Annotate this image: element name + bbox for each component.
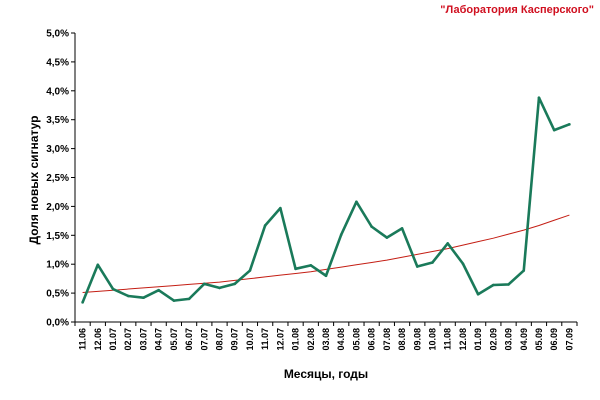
x-tick-label: 06.08 xyxy=(367,328,377,351)
data-point xyxy=(263,224,267,227)
data-point xyxy=(339,233,343,237)
x-tick-label: 02.08 xyxy=(306,328,316,351)
data-point xyxy=(400,227,404,230)
x-tick-label: 04.09 xyxy=(519,328,529,351)
y-axis-title: Доля новых сигнатур xyxy=(27,116,41,245)
brand-caption: "Лаборатория Касперского" xyxy=(440,4,594,16)
y-tick-label: 4,5% xyxy=(46,57,69,68)
data-point xyxy=(218,286,221,290)
y-tick-label: 3,5% xyxy=(46,115,69,126)
x-tick-label: 07.07 xyxy=(199,328,209,351)
x-tick-label: 01.09 xyxy=(473,328,483,351)
series-layer xyxy=(81,96,571,304)
x-tick-label: 08.08 xyxy=(397,328,407,351)
data-point xyxy=(385,236,389,239)
x-tick-label: 05.08 xyxy=(351,328,361,351)
data-point xyxy=(415,265,419,268)
y-tick-label: 2,5% xyxy=(46,173,69,184)
y-tick-label: 5,0% xyxy=(46,29,69,40)
data-point xyxy=(96,263,100,267)
x-tick-label: 12.08 xyxy=(458,328,468,351)
data-point xyxy=(142,296,145,300)
data-point xyxy=(248,269,252,272)
x-tick-label: 03.07 xyxy=(138,328,148,351)
data-point xyxy=(446,242,449,245)
x-tick-label: 09.07 xyxy=(230,328,240,351)
data-point xyxy=(461,262,465,265)
y-tick-label: 4,0% xyxy=(46,86,69,97)
data-point xyxy=(187,297,191,301)
x-tick-label: 06.09 xyxy=(549,328,559,351)
data-point xyxy=(355,200,358,204)
x-tick-label: 02.09 xyxy=(488,328,498,351)
x-tick-label: 08.07 xyxy=(215,328,225,351)
data-point xyxy=(126,294,130,298)
data-point xyxy=(279,206,282,210)
x-tick-label: 03.09 xyxy=(504,328,514,351)
data-point xyxy=(81,301,84,304)
y-tick-label: 1,0% xyxy=(46,260,69,271)
x-tick-label: 01.08 xyxy=(291,328,301,351)
trend-line xyxy=(82,214,570,294)
x-tick-label: 09.08 xyxy=(412,328,422,351)
x-tick-label: 11.07 xyxy=(260,328,270,350)
y-tick-label: 0,5% xyxy=(46,289,69,300)
x-axis-title: Месяцы, годы xyxy=(284,367,368,381)
y-tick-label: 2,0% xyxy=(46,202,69,213)
x-tick-label: 07.09 xyxy=(564,328,574,351)
data-point xyxy=(370,225,373,228)
x-tick-label: 06.07 xyxy=(184,328,194,351)
data-point xyxy=(111,287,115,291)
y-axis-ticks: 0,0% 0,5% 1,0% 1,5% 2,0% 2,5% 3,0% 3,5% 4,0% 4,5%… xyxy=(46,29,75,329)
x-tick-label: 03.08 xyxy=(321,328,331,351)
x-tick-label: 10.08 xyxy=(427,328,437,351)
data-point xyxy=(507,283,510,286)
x-tick-label: 05.07 xyxy=(169,328,179,351)
data-point xyxy=(476,292,480,296)
x-tick-label: 11.08 xyxy=(443,328,453,350)
data-point xyxy=(537,96,541,100)
data-point xyxy=(522,269,526,272)
data-point xyxy=(309,264,313,267)
x-tick-label: 11.06 xyxy=(78,328,88,350)
x-tick-label: 12.07 xyxy=(275,328,285,351)
x-tick-label: 02.07 xyxy=(123,328,133,351)
data-point xyxy=(552,128,556,132)
data-point xyxy=(431,261,434,264)
x-tick-label: 05.09 xyxy=(534,328,544,351)
x-tick-label: 12.06 xyxy=(93,328,103,351)
y-tick-label: 0,0% xyxy=(46,318,69,329)
x-tick-label: 04.08 xyxy=(336,328,346,351)
x-tick-label: 01.07 xyxy=(108,328,118,351)
y-tick-label: 3,0% xyxy=(46,144,69,155)
x-axis-ticks: 11.06 12.06 01.07 02.07 03.07 04.07 05.07 06.07… xyxy=(74,322,578,351)
data-point xyxy=(172,299,176,302)
data-point xyxy=(203,282,206,286)
x-tick-label: 04.07 xyxy=(154,328,164,351)
data-point xyxy=(157,288,160,292)
data-point xyxy=(568,123,571,126)
data-point xyxy=(294,267,297,271)
data-point xyxy=(233,282,237,286)
data-point xyxy=(492,283,495,287)
series-line xyxy=(81,96,570,303)
x-tick-label: 07.08 xyxy=(382,328,392,351)
x-tick-label: 10.07 xyxy=(245,328,255,351)
y-tick-label: 1,5% xyxy=(46,231,69,242)
data-point xyxy=(324,274,328,278)
